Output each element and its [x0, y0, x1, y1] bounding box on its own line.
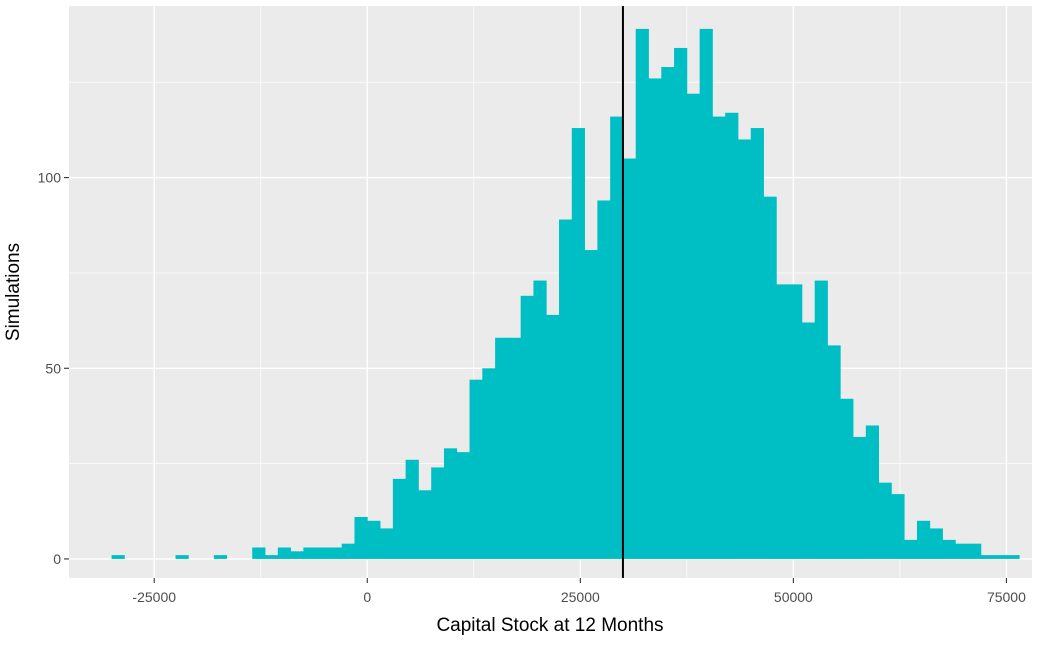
histogram-bar [674, 47, 688, 559]
histogram-bar [175, 555, 189, 559]
histogram-bar [801, 322, 816, 559]
histogram-bar [763, 196, 777, 559]
histogram-bar [725, 112, 739, 559]
histogram-bar [341, 543, 355, 559]
histogram-bar [277, 547, 291, 559]
histogram-bar [955, 543, 969, 559]
x-tick-label: 75000 [987, 589, 1026, 605]
x-tick-label: -25000 [132, 589, 176, 605]
histogram-bar [443, 448, 458, 559]
histogram-bar [916, 520, 931, 559]
histogram-bar [546, 314, 560, 559]
y-axis: 0 50 100 [38, 170, 69, 567]
histogram-bar [354, 516, 368, 559]
histogram-bar [635, 28, 649, 559]
x-axis-title: Capital Stock at 12 Months [436, 615, 663, 636]
histogram-bar [380, 528, 394, 559]
histogram-bar [776, 284, 790, 559]
histogram-bar [495, 337, 509, 559]
histogram-bar [929, 528, 943, 559]
histogram-bar [559, 219, 573, 559]
histogram-bar [827, 345, 841, 559]
histogram-bar [316, 547, 330, 559]
histogram-bar [252, 547, 266, 559]
histogram-bar [418, 490, 432, 559]
histogram-bar [699, 28, 713, 559]
histogram-bar [891, 494, 905, 559]
histogram-bar [661, 67, 675, 559]
x-tick-label: 25000 [561, 589, 600, 605]
histogram-bar [1006, 555, 1020, 559]
histogram-bar [265, 555, 279, 559]
x-axis: -25000 0 25000 50000 75000 [132, 578, 1026, 605]
histogram-bar [392, 478, 407, 559]
histogram-bar [520, 295, 534, 559]
histogram-bar [303, 547, 317, 559]
y-tick-label: 100 [38, 170, 62, 186]
x-tick-label: 0 [363, 589, 371, 605]
y-axis-title: Simulations [3, 243, 24, 341]
histogram-bar [980, 555, 995, 559]
histogram-bar [367, 520, 381, 559]
histogram-bar [814, 280, 828, 559]
histogram-bar [431, 467, 445, 559]
histogram-bar [290, 551, 304, 559]
histogram-bar [111, 555, 125, 559]
histogram-bar [686, 93, 701, 559]
histogram-bar [533, 280, 547, 559]
y-tick-label: 50 [45, 360, 61, 376]
histogram-bar [878, 482, 892, 559]
histogram-bar [456, 452, 470, 559]
histogram-bar [571, 128, 585, 559]
histogram-bar [648, 78, 662, 559]
x-tick-label: 50000 [774, 589, 813, 605]
histogram-bar [904, 539, 918, 559]
histogram-bar [750, 128, 764, 559]
histogram-bar [584, 250, 598, 559]
histogram-bar [737, 139, 752, 559]
histogram-bar [942, 539, 956, 559]
histogram-bar [993, 555, 1007, 559]
histogram-bar [482, 368, 496, 559]
histogram-bar [610, 116, 624, 559]
histogram-bar [865, 425, 880, 559]
histogram-bar [213, 555, 228, 559]
histogram-bar [597, 200, 611, 559]
histogram-bar [840, 398, 854, 559]
histogram-bar [507, 337, 522, 559]
histogram-bar [405, 459, 419, 559]
histogram-bar [968, 543, 982, 559]
histogram-bar [328, 547, 343, 559]
histogram-bar [712, 116, 726, 559]
y-tick-label: 0 [53, 551, 61, 567]
histogram-bar [789, 284, 803, 559]
histogram-bars [111, 28, 1020, 559]
histogram-bar [622, 158, 637, 559]
histogram-bar [853, 436, 867, 559]
histogram-bar [469, 379, 483, 559]
